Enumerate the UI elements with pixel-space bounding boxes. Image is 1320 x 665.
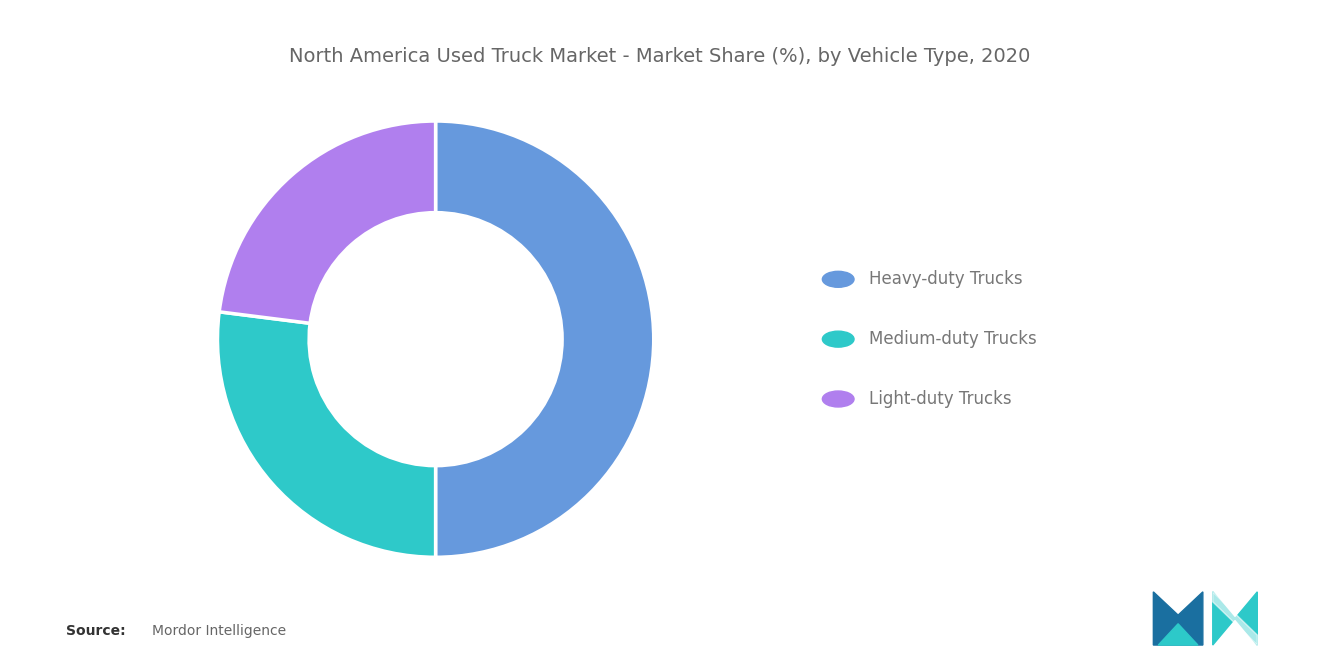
Polygon shape bbox=[1213, 592, 1257, 645]
Wedge shape bbox=[219, 121, 436, 323]
Text: Source:: Source: bbox=[66, 624, 125, 638]
Text: North America Used Truck Market - Market Share (%), by Vehicle Type, 2020: North America Used Truck Market - Market… bbox=[289, 47, 1031, 66]
Text: Heavy-duty Trucks: Heavy-duty Trucks bbox=[869, 270, 1022, 289]
Text: Light-duty Trucks: Light-duty Trucks bbox=[869, 390, 1011, 408]
Polygon shape bbox=[1154, 592, 1203, 645]
Polygon shape bbox=[1159, 624, 1199, 645]
Polygon shape bbox=[1213, 592, 1257, 645]
Text: Medium-duty Trucks: Medium-duty Trucks bbox=[869, 330, 1036, 348]
Text: Mordor Intelligence: Mordor Intelligence bbox=[152, 624, 286, 638]
Wedge shape bbox=[218, 312, 436, 557]
Wedge shape bbox=[436, 121, 653, 557]
